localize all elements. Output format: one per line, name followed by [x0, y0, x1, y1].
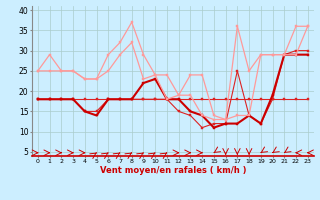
- X-axis label: Vent moyen/en rafales ( km/h ): Vent moyen/en rafales ( km/h ): [100, 166, 246, 175]
